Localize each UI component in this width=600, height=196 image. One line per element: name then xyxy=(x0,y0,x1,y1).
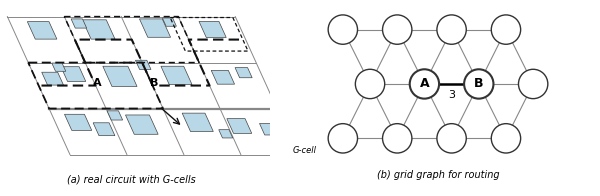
Circle shape xyxy=(328,15,358,44)
Polygon shape xyxy=(211,70,235,84)
Circle shape xyxy=(437,124,466,153)
Circle shape xyxy=(328,124,358,153)
Polygon shape xyxy=(71,19,86,28)
Circle shape xyxy=(491,124,521,153)
Text: B: B xyxy=(150,78,158,88)
Polygon shape xyxy=(163,18,176,26)
Polygon shape xyxy=(103,66,137,86)
Polygon shape xyxy=(139,19,170,37)
Text: B: B xyxy=(474,77,484,91)
Text: A: A xyxy=(419,77,429,91)
Polygon shape xyxy=(107,111,122,120)
Polygon shape xyxy=(28,22,57,39)
Text: (b) grid graph for routing: (b) grid graph for routing xyxy=(377,170,499,180)
Circle shape xyxy=(383,15,412,44)
Polygon shape xyxy=(42,72,64,85)
Polygon shape xyxy=(125,115,158,134)
Text: (a) real circuit with G-cells: (a) real circuit with G-cells xyxy=(67,174,196,184)
Circle shape xyxy=(437,15,466,44)
Polygon shape xyxy=(199,21,226,37)
Polygon shape xyxy=(182,113,214,132)
Text: A: A xyxy=(92,78,101,88)
Polygon shape xyxy=(219,130,233,138)
Polygon shape xyxy=(82,20,115,39)
Circle shape xyxy=(491,15,521,44)
Circle shape xyxy=(410,69,439,99)
Polygon shape xyxy=(260,123,279,135)
Circle shape xyxy=(518,69,548,99)
Polygon shape xyxy=(93,123,115,136)
Polygon shape xyxy=(161,66,192,85)
Text: G-cell: G-cell xyxy=(292,146,316,155)
Circle shape xyxy=(355,69,385,99)
Circle shape xyxy=(383,124,412,153)
Polygon shape xyxy=(52,63,66,71)
Polygon shape xyxy=(227,119,252,133)
Circle shape xyxy=(464,69,493,99)
Polygon shape xyxy=(235,68,252,78)
Polygon shape xyxy=(61,67,86,81)
Polygon shape xyxy=(64,114,92,130)
Polygon shape xyxy=(136,60,151,69)
Text: 3: 3 xyxy=(448,90,455,100)
